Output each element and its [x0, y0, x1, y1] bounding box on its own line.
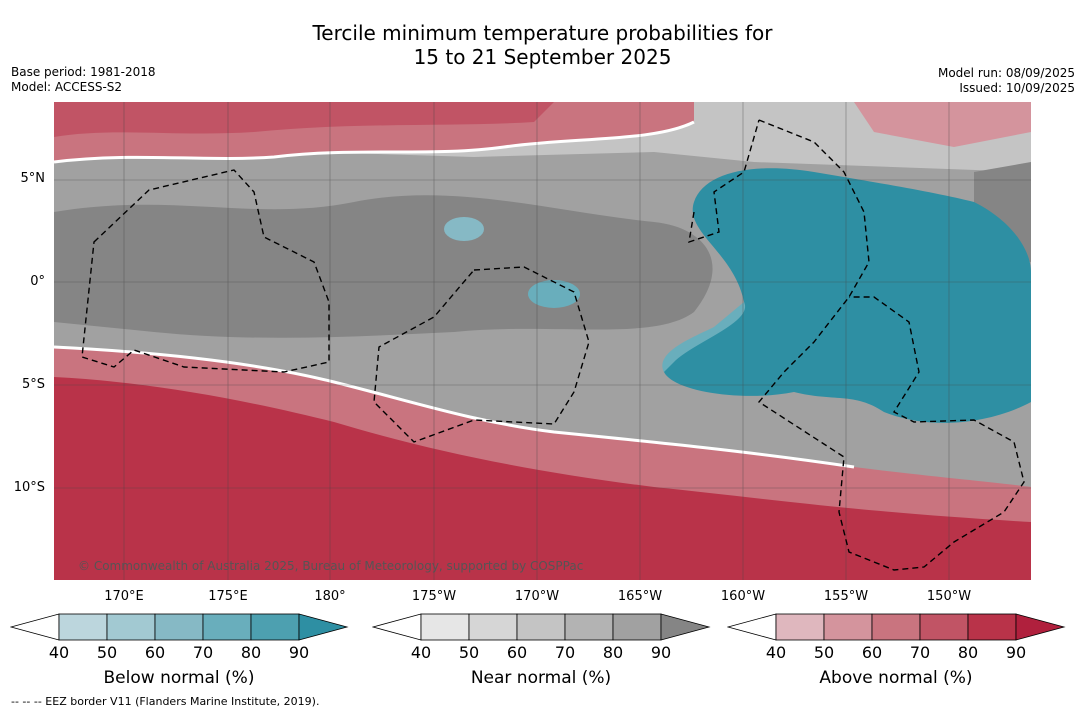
below-normal-spot-2	[528, 280, 580, 308]
lon-label-175e: 175°E	[208, 589, 248, 604]
colorbar-below-normal	[10, 613, 349, 641]
title-line-2: 15 to 21 September 2025	[413, 45, 672, 69]
above-normal-south-strong	[54, 377, 1031, 580]
lon-label-150w: 150°W	[926, 589, 972, 604]
colorbar-near-normal	[372, 613, 711, 641]
colorbar-left-extension	[10, 613, 60, 641]
colorbar-segment	[250, 613, 300, 641]
cb-below-tick-90: 90	[288, 643, 310, 662]
colorbar-left-extension	[727, 613, 777, 641]
cb-above-tick-60: 60	[861, 643, 883, 662]
lat-label-5n: 5°N	[20, 171, 46, 186]
cb-below-tick-60: 60	[144, 643, 166, 662]
eez-borders	[81, 119, 1025, 571]
map-credit: © Commonwealth of Australia 2025, Bureau…	[78, 559, 584, 573]
colorbar-segment	[967, 613, 1017, 641]
model-run: Model run: 08/09/2025	[937, 66, 1075, 80]
colorbar-right-extension	[298, 613, 349, 641]
issued-date: Issued: 10/09/2025	[959, 81, 1075, 95]
colorbar-segment	[775, 613, 825, 641]
cb-near-tick-90: 90	[650, 643, 672, 662]
colorbar-segment	[58, 613, 108, 641]
below-normal-spot-1	[444, 217, 484, 241]
colorbar-right-extension	[660, 613, 711, 641]
meta-left: Base period: 1981-2018 Model: ACCESS-S2	[11, 65, 156, 95]
colorbar-segment	[420, 613, 470, 641]
colorbar-right-extension	[1015, 613, 1066, 641]
contour-south	[54, 345, 855, 469]
colorbar-title-below: Below normal (%)	[103, 668, 255, 688]
colorbar-segment	[202, 613, 252, 641]
model-name: Model: ACCESS-S2	[11, 80, 123, 94]
lon-label-170w: 170°W	[514, 589, 560, 604]
above-normal-northeast	[854, 102, 1031, 147]
lon-label-165w: 165°W	[617, 589, 663, 604]
colorbar-above-normal	[727, 613, 1066, 641]
cb-below-tick-70: 70	[192, 643, 214, 662]
cb-below-tick-40: 40	[48, 643, 70, 662]
colorbar-title-above: Above normal (%)	[819, 668, 973, 688]
cb-near-tick-60: 60	[506, 643, 528, 662]
colorbar-segment	[823, 613, 873, 641]
cb-near-tick-50: 50	[458, 643, 480, 662]
colorbar-segment	[871, 613, 921, 641]
colorbar-segment	[919, 613, 969, 641]
colorbar-title-near: Near normal (%)	[470, 668, 612, 688]
colorbar-segment	[468, 613, 518, 641]
cb-above-tick-80: 80	[957, 643, 979, 662]
lon-label-160w: 160°W	[720, 589, 766, 604]
title-line-1: Tercile minimum temperature probabilitie…	[312, 21, 773, 45]
colorbar-segment	[106, 613, 156, 641]
meta-right: Model run: 08/09/2025 Issued: 10/09/2025	[938, 66, 1075, 96]
colorbar-left-extension	[372, 613, 422, 641]
chart-title: Tercile minimum temperature probabilitie…	[0, 21, 1085, 69]
probability-map: © Commonwealth of Australia 2025, Bureau…	[54, 102, 1031, 580]
cb-below-tick-80: 80	[240, 643, 262, 662]
colorbar-segment	[516, 613, 566, 641]
lon-label-155w: 155°W	[823, 589, 869, 604]
cb-near-tick-40: 40	[410, 643, 432, 662]
cb-above-tick-50: 50	[813, 643, 835, 662]
eez-footnote: -- -- -- EEZ border V11 (Flanders Marine…	[11, 695, 320, 708]
cb-above-tick-70: 70	[909, 643, 931, 662]
base-period: Base period: 1981-2018	[11, 65, 156, 79]
map-svg	[54, 102, 1031, 580]
grid-lines	[54, 102, 1031, 580]
lat-label-10s: 10°S	[13, 480, 45, 495]
below-normal-region	[663, 168, 1031, 423]
below-normal-edge	[662, 302, 746, 372]
cb-below-tick-50: 50	[96, 643, 118, 662]
lon-label-175w: 175°W	[411, 589, 457, 604]
lon-label-180: 180°	[314, 589, 346, 604]
lat-label-5s: 5°S	[21, 377, 45, 392]
colorbar-segment	[612, 613, 662, 641]
colorbar-segment	[564, 613, 614, 641]
cb-above-tick-90: 90	[1005, 643, 1027, 662]
contour-north	[54, 120, 695, 164]
lon-label-170e: 170°E	[104, 589, 144, 604]
above-normal-north-strong	[54, 102, 554, 137]
cb-above-tick-40: 40	[765, 643, 787, 662]
colorbar-segment	[154, 613, 204, 641]
cb-near-tick-80: 80	[602, 643, 624, 662]
cb-near-tick-70: 70	[554, 643, 576, 662]
lat-label-0: 0°	[30, 274, 45, 289]
